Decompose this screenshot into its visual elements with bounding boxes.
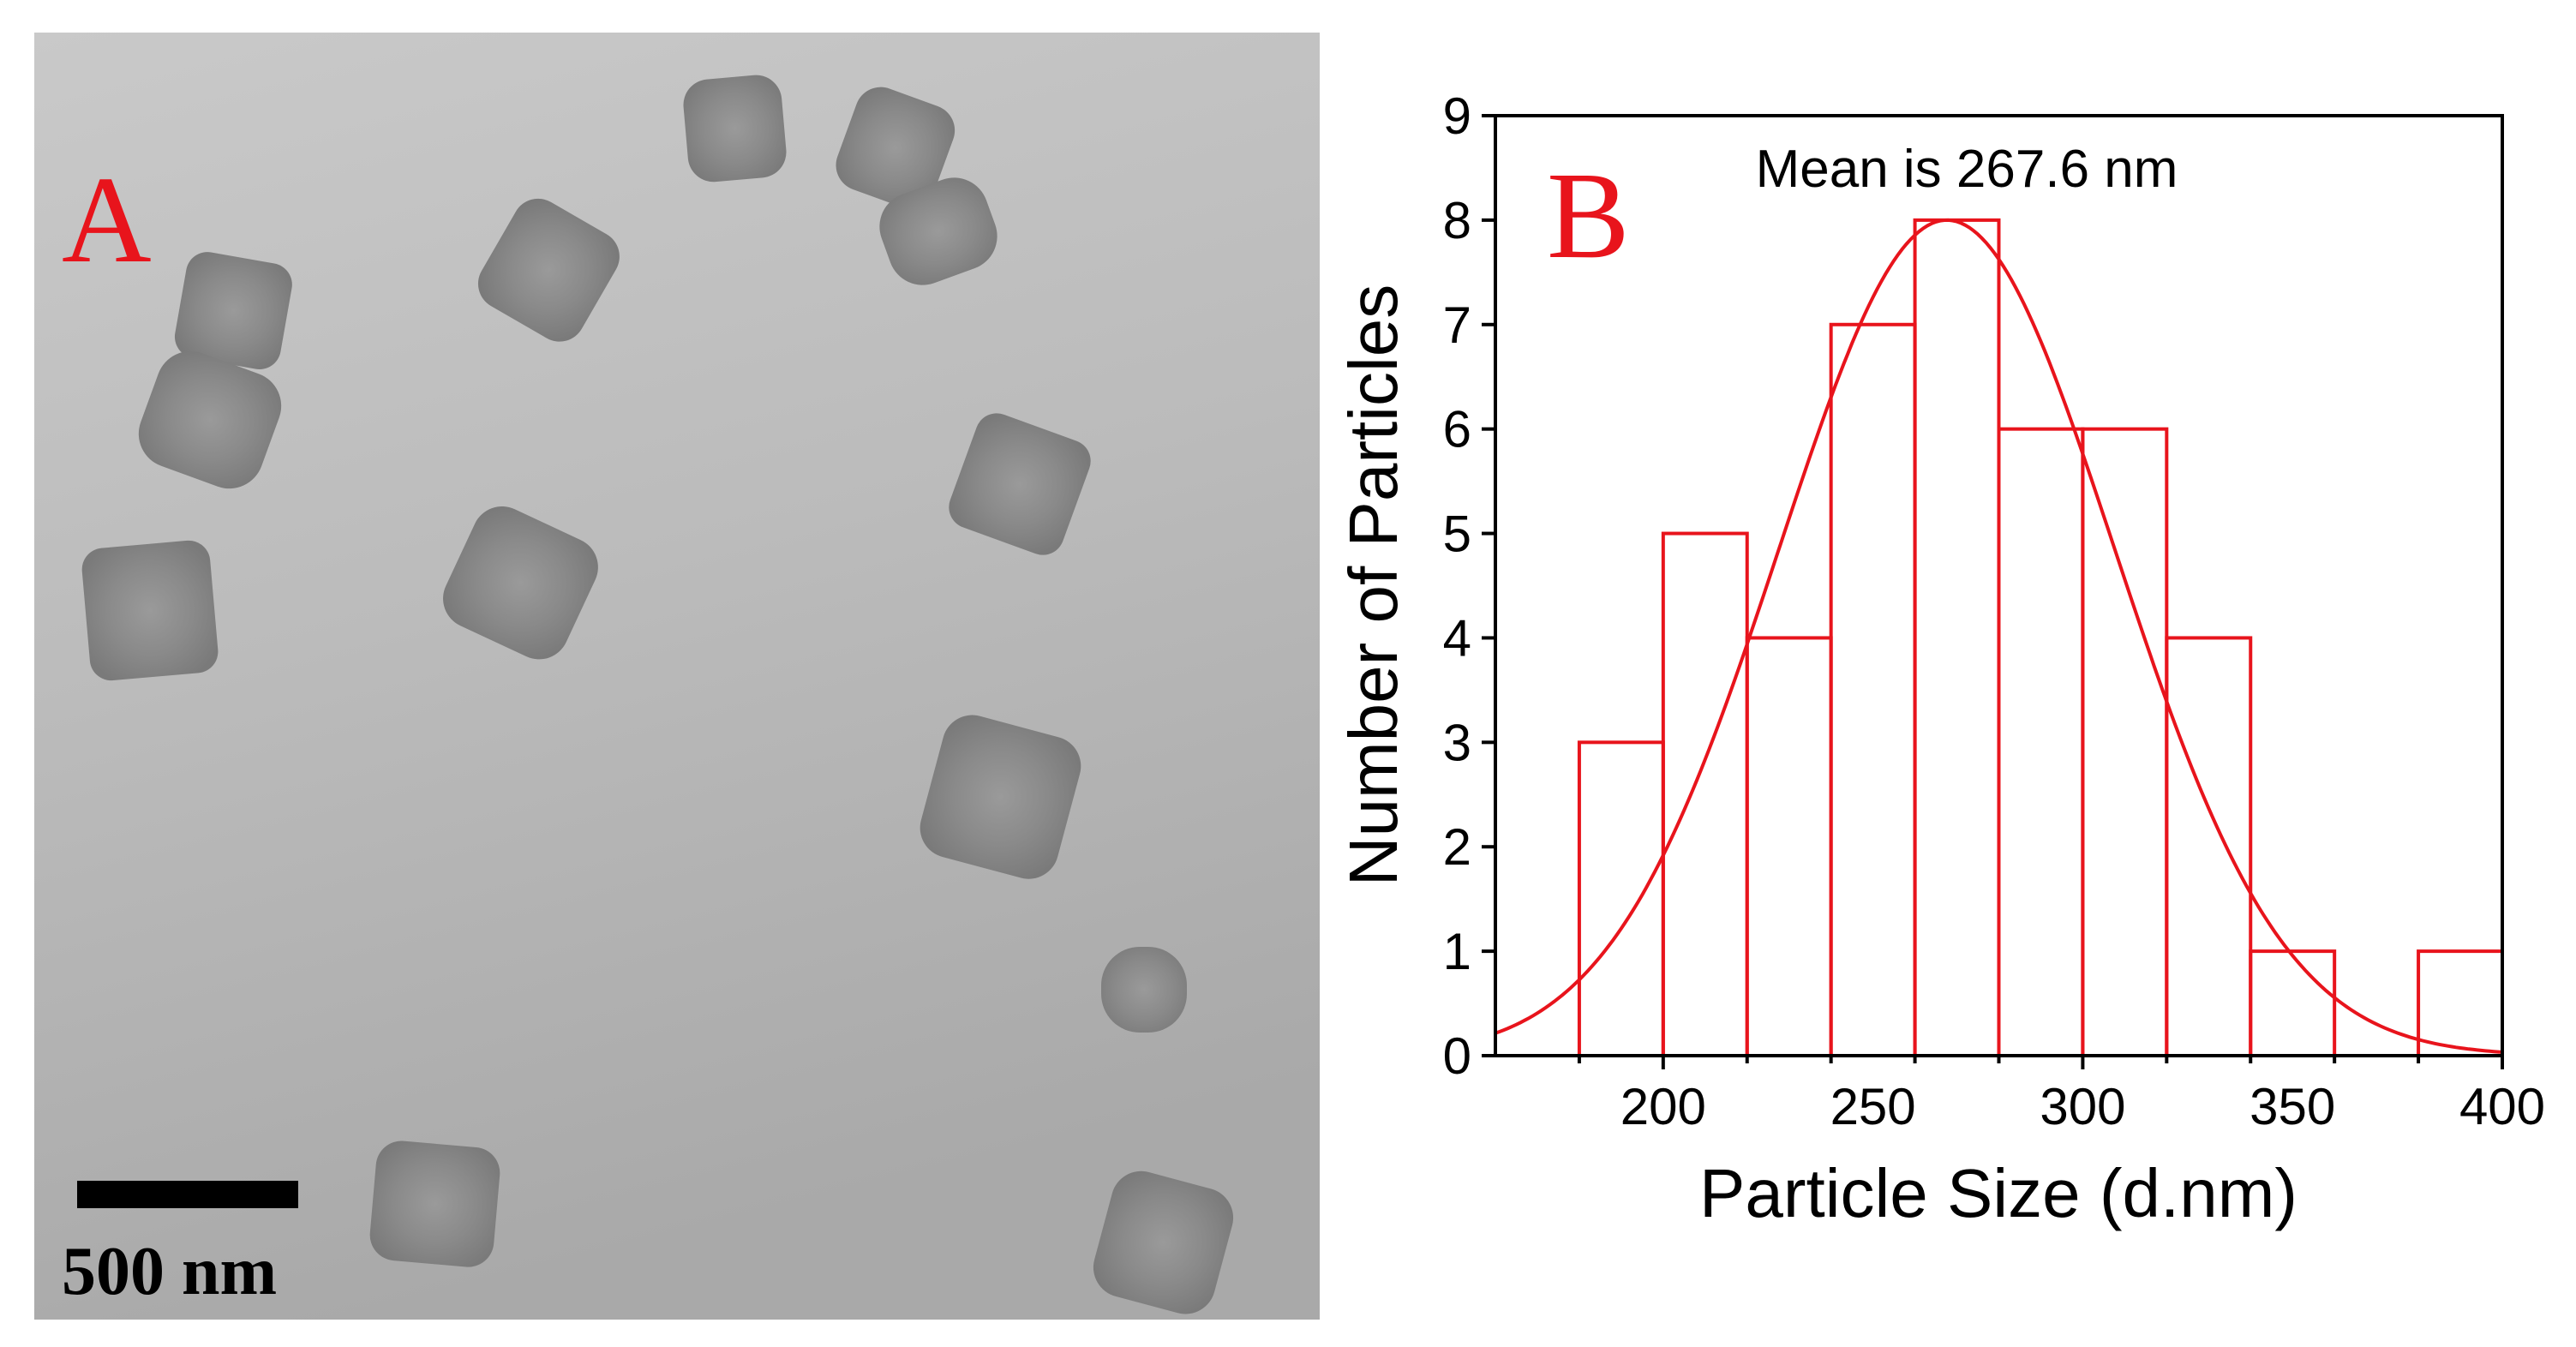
- x-axis-ticks: 200 250 300 350 400: [1577, 1056, 2545, 1135]
- panel-a-label: A: [62, 152, 152, 289]
- histogram-bar: [2081, 427, 2169, 1057]
- histogram-bar: [1577, 740, 1665, 1057]
- x-tick-label: 250: [1830, 1078, 1916, 1135]
- histogram-bar: [1745, 636, 1833, 1057]
- particle: [1101, 947, 1187, 1033]
- particle: [683, 75, 787, 183]
- panel-b-label: B: [1547, 147, 1630, 284]
- histogram-bar: [1829, 322, 1917, 1057]
- y-tick-label: 6: [1443, 401, 1471, 458]
- mean-annotation: Mean is 267.6 nm: [1756, 140, 2178, 199]
- histogram-bar: [2249, 949, 2337, 1057]
- y-tick-label: 9: [1443, 87, 1471, 145]
- y-tick-label: 7: [1443, 296, 1471, 354]
- y-tick-label: 4: [1443, 609, 1471, 667]
- micrograph: [34, 33, 1320, 1320]
- histogram-bar: [1913, 218, 2001, 1057]
- scale-bar-label: 500 nm: [62, 1234, 277, 1309]
- histogram-bar: [1997, 427, 2085, 1057]
- particle: [920, 715, 1081, 879]
- particle: [443, 506, 598, 660]
- histogram-bar: [2165, 636, 2253, 1057]
- y-tick-label: 2: [1443, 818, 1471, 876]
- y-axis-ticks: 0 1 2 3 4 5 6 7 8 9: [1443, 87, 1495, 1085]
- y-tick-label: 8: [1443, 192, 1471, 249]
- histogram-chart: 200 250 300 350 400 0 1 2 3 4 5 6 7 8 9 Particle Size…: [1335, 87, 2545, 1231]
- particle: [949, 413, 1091, 555]
- y-tick-label: 5: [1443, 506, 1471, 563]
- y-axis-label: Number of Particles: [1335, 284, 1411, 886]
- y-tick-label: 0: [1443, 1027, 1471, 1085]
- x-tick-label: 350: [2250, 1078, 2335, 1135]
- x-tick-label: 300: [2040, 1078, 2125, 1135]
- particle: [174, 252, 292, 370]
- y-tick-label: 1: [1443, 923, 1471, 980]
- x-tick-label: 200: [1620, 1078, 1706, 1135]
- particle-group: [81, 75, 1234, 1314]
- x-axis-label: Particle Size (d.nm): [1699, 1155, 2297, 1231]
- particle: [836, 87, 956, 209]
- scale-bar: [77, 1181, 298, 1208]
- panel-a: A 500 nm: [34, 33, 1320, 1320]
- particle: [138, 350, 282, 489]
- particle: [369, 1140, 500, 1267]
- particle: [879, 177, 997, 285]
- gaussian-fit-curve: [1495, 218, 2503, 1054]
- x-tick-label: 400: [2459, 1078, 2545, 1135]
- particle: [477, 198, 620, 342]
- y-tick-label: 3: [1443, 714, 1471, 771]
- histogram-bar: [1661, 531, 1749, 1057]
- histogram-bar: [2417, 949, 2504, 1057]
- particle: [1093, 1170, 1234, 1314]
- particle: [81, 540, 219, 681]
